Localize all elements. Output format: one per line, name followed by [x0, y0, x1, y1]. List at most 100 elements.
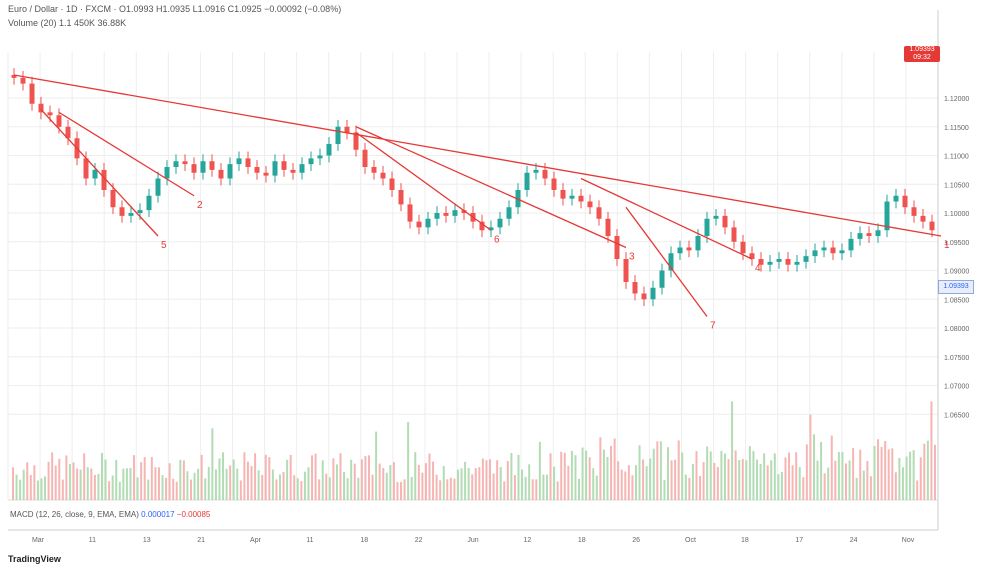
candle-body — [488, 227, 494, 231]
candle-body — [578, 195, 584, 202]
volume-bar — [848, 460, 851, 500]
volume-bar — [104, 459, 107, 500]
candle-body — [371, 167, 377, 173]
volume-bar — [845, 463, 848, 500]
volume-bar — [79, 469, 82, 500]
volume-bar — [528, 464, 531, 500]
volume-bar — [392, 462, 395, 500]
volume-bar — [264, 454, 267, 500]
volume-bar — [421, 472, 424, 500]
volume-bar — [439, 480, 442, 500]
volume-bar — [214, 469, 217, 500]
volume-bar — [841, 452, 844, 500]
volume-bar — [919, 457, 922, 500]
candle-body — [767, 261, 773, 265]
candle-body — [245, 158, 251, 167]
candle-body — [128, 213, 134, 216]
volume-bar — [478, 467, 481, 500]
volume-bar — [759, 463, 762, 500]
volume-bar — [830, 435, 833, 500]
volume-bar — [275, 479, 278, 500]
volume-bar — [83, 453, 86, 500]
volume-bar — [414, 452, 417, 500]
macd-value-2: −0.00085 — [176, 510, 211, 519]
volume-bar — [254, 453, 257, 500]
candle-body — [173, 161, 179, 167]
volume-bar — [553, 466, 556, 500]
volume-bar — [684, 474, 687, 500]
volume-bar — [22, 469, 25, 500]
candle-body — [155, 178, 161, 196]
candle-body — [407, 204, 413, 222]
volume-bar — [588, 457, 591, 500]
x-tick-label: 26 — [632, 537, 640, 544]
volume-bar — [332, 458, 335, 500]
candle-body — [695, 236, 701, 251]
volume-bar — [855, 477, 858, 500]
volume-bar — [453, 478, 456, 500]
candle-body — [191, 164, 197, 173]
macd-value-1: 0.000017 — [141, 510, 175, 519]
candle-body — [524, 172, 530, 190]
candle-body — [812, 250, 818, 257]
volume-bar — [278, 474, 281, 500]
candle-body — [416, 221, 422, 228]
candle-body — [542, 169, 548, 179]
volume-bar — [642, 459, 645, 500]
candle-body — [425, 218, 431, 228]
candle-body — [326, 144, 332, 156]
volume-bar — [225, 468, 228, 500]
volume-bar — [706, 446, 709, 500]
candle-body — [929, 221, 935, 231]
volume-bar — [286, 459, 289, 500]
volume-bar — [282, 472, 285, 500]
volume-bar — [638, 445, 641, 500]
candle-body — [137, 210, 143, 213]
candle-body — [623, 259, 629, 282]
volume-bar — [535, 479, 538, 500]
volume-bar — [780, 471, 783, 500]
volume-bar — [773, 453, 776, 500]
candle-body — [56, 115, 62, 127]
volume-bar — [189, 479, 192, 500]
volume-bar — [731, 401, 734, 500]
y-tick-label: 1.12000 — [944, 96, 969, 103]
candle-body — [164, 167, 170, 179]
volume-bar — [788, 452, 791, 500]
volume-bar — [257, 470, 260, 500]
candle-body — [587, 201, 593, 208]
volume-bar — [389, 464, 392, 500]
x-tick-label: Nov — [902, 537, 915, 544]
volume-bar — [745, 460, 748, 500]
volume-bar — [837, 451, 840, 500]
volume-bar — [770, 460, 773, 500]
volume-bar — [456, 469, 459, 500]
volume-bar — [634, 465, 637, 500]
macd-name: MACD (12, 26, close, 9, EMA, EMA) — [10, 510, 139, 519]
candle-body — [506, 207, 512, 219]
volume-bar — [179, 459, 182, 500]
candle-body — [857, 233, 863, 239]
volume-bar — [624, 471, 627, 500]
volume-bar — [396, 481, 399, 500]
volume-bar — [307, 467, 310, 500]
volume-bar — [207, 467, 210, 500]
volume-bar — [296, 478, 299, 500]
x-tick-label: 18 — [578, 537, 586, 544]
volume-bar — [656, 441, 659, 500]
volume-bar — [314, 453, 317, 500]
volume-bar — [400, 481, 403, 500]
volume-bar — [318, 479, 321, 500]
candle-body — [731, 227, 737, 242]
volume-bar — [702, 462, 705, 500]
volume-bar — [133, 455, 136, 500]
candle-body — [821, 247, 827, 251]
volume-bar — [816, 460, 819, 500]
volume-bar — [54, 465, 57, 500]
volume-bar — [250, 466, 253, 500]
volume-bar — [271, 469, 274, 500]
y-tick-label: 1.10500 — [944, 182, 969, 189]
volume-bar — [464, 461, 467, 500]
volume-bar — [76, 468, 79, 500]
